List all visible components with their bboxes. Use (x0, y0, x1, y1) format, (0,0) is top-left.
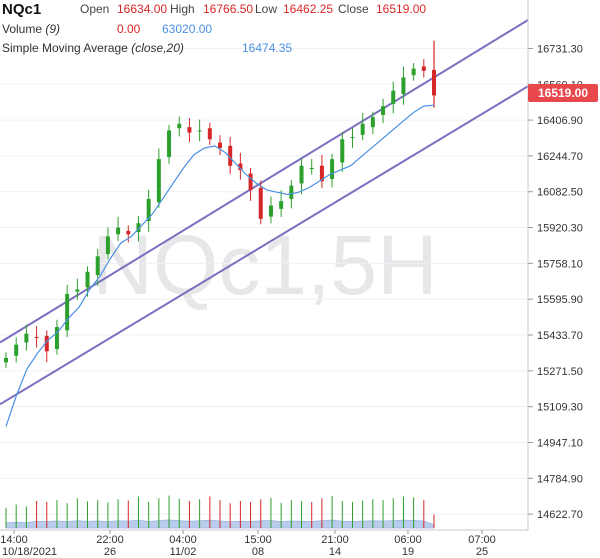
high-value: 16766.50 (203, 2, 253, 16)
price-tick-label: 15595.90 (537, 294, 583, 306)
legend: NQc1 Open 16634.00 High 16766.50 Low 164… (2, 1, 426, 55)
volume-value: 63020.00 (162, 22, 212, 36)
candle-body (238, 163, 243, 171)
candle-body (177, 123, 182, 129)
candle-body (14, 344, 19, 356)
time-tick-label: 06:00 (394, 534, 422, 546)
price-tick-label: 16082.50 (537, 187, 583, 199)
price-tick-label: 15109.30 (537, 402, 583, 414)
candle-body (350, 137, 355, 139)
candle-body (299, 165, 304, 184)
price-tick-label: 14784.90 (537, 473, 583, 485)
candle-body (340, 139, 345, 163)
candle-body (54, 327, 59, 350)
sma-line (5, 104, 435, 427)
price-tick-label: 16406.90 (537, 115, 583, 127)
time-tick-label: 15:00 (244, 534, 272, 546)
candle-body (85, 271, 90, 288)
candle-body (197, 130, 202, 132)
candle-body (24, 333, 29, 343)
close-value: 16519.00 (376, 2, 426, 16)
symbol-title: NQc1 (2, 1, 41, 18)
time-tick-label: 22:00 (96, 534, 124, 546)
chart-watermark: NQc1,5H (92, 218, 437, 312)
channel-lower-line (0, 85, 529, 406)
candle-body (75, 289, 80, 292)
date-tick-label: 26 (104, 546, 116, 558)
candle-body (116, 227, 121, 235)
candle-body (146, 198, 151, 221)
candle-body (370, 117, 375, 128)
price-tick-label: 15920.30 (537, 223, 583, 235)
date-tick-label: 14 (329, 546, 341, 558)
last-price-badge: 16519.00 (528, 84, 598, 102)
price-tick-label: 14947.10 (537, 438, 583, 450)
price-tick-label: 15271.50 (537, 366, 583, 378)
candle-body (4, 357, 8, 363)
candle-body (421, 66, 426, 71)
candles (4, 40, 436, 368)
channel-lines[interactable] (0, 19, 529, 406)
candle-body (319, 165, 324, 182)
date-tick-label: 19 (402, 546, 414, 558)
high-label: High (170, 2, 195, 16)
candle-body (95, 256, 100, 276)
candle-body (401, 77, 406, 94)
low-label: Low (255, 2, 277, 16)
candle-body (279, 201, 284, 209)
candle-body (248, 173, 253, 191)
candle-body (289, 185, 294, 199)
sma-path (5, 104, 435, 427)
date-tick-label: 25 (476, 546, 488, 558)
candle-body (309, 167, 314, 170)
date-tick-label: 11/02 (170, 546, 197, 558)
sma-label: Simple Moving Average (close,20) (2, 41, 184, 55)
sma-value: 16474.35 (242, 41, 292, 55)
time-tick-label: 07:00 (468, 534, 496, 546)
last-price-badge-text: 16519.00 (538, 86, 588, 100)
date-tick-label: 10/18/2021 (2, 546, 57, 558)
price-tick-label: 16731.30 (537, 43, 583, 55)
candle-body (44, 335, 49, 352)
time-tick-label: 04:00 (169, 534, 197, 546)
open-label: Open (80, 2, 109, 16)
open-value: 16634.00 (117, 2, 167, 16)
candle-body (136, 223, 141, 233)
candle-body (167, 130, 172, 157)
last-candle-body (432, 69, 436, 96)
price-tick-label: 16244.70 (537, 151, 583, 163)
candle-body (258, 187, 263, 219)
candle-body (360, 123, 365, 135)
candle-body (105, 236, 110, 255)
volume-label: Volume (9) (2, 22, 60, 36)
price-tick-label: 15433.70 (537, 330, 583, 342)
candle-body (34, 336, 39, 339)
candle-body (391, 90, 396, 104)
candle-body (228, 145, 233, 166)
price-axis[interactable]: 16731.3016569.1016406.9016244.7016082.50… (527, 0, 583, 530)
price-tick-label: 14622.70 (537, 509, 583, 521)
chart-grid (0, 47, 528, 515)
candle-body (156, 159, 161, 203)
candle-body (411, 68, 416, 76)
candle-body (381, 106, 386, 115)
candle-body (268, 205, 273, 217)
low-value: 16462.25 (283, 2, 333, 16)
candle-body (207, 128, 212, 140)
close-label: Close (338, 2, 369, 16)
candle-body (218, 142, 222, 149)
candle-body (187, 127, 192, 133)
volume-change: 0.00 (117, 22, 141, 36)
time-tick-label: 14:00 (0, 534, 28, 546)
candle-body (65, 293, 70, 331)
candle-body (330, 159, 335, 180)
price-tick-label: 15758.10 (537, 258, 583, 270)
date-tick-label: 08 (252, 546, 264, 558)
candle-body (126, 230, 131, 235)
time-tick-label: 21:00 (321, 534, 349, 546)
volume-pane (5, 495, 435, 529)
